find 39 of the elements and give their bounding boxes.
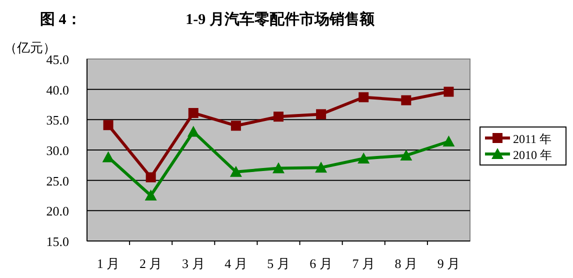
legend-label: 2010 年: [513, 148, 552, 162]
x-tick-label: 6 月: [310, 256, 332, 271]
point: [316, 109, 326, 120]
y-axis-title: （亿元）: [4, 40, 56, 55]
y-tick-label: 20.0: [46, 204, 69, 219]
point: [272, 162, 284, 174]
y-tick-label: 35.0: [46, 112, 69, 128]
point: [187, 126, 200, 137]
y-tick-label: 15.0: [46, 234, 69, 249]
point: [102, 151, 114, 162]
chart-subtitle: 1-9 月汽车零配件市场销售额: [186, 10, 376, 28]
point: [146, 172, 156, 182]
point: [230, 166, 242, 177]
legend-label: 2011 年: [513, 132, 552, 146]
point: [401, 95, 412, 106]
y-tick-label: 30.0: [46, 143, 69, 158]
point: [400, 149, 412, 160]
x-tick-label: 3 月: [182, 256, 205, 271]
x-tick-label: 8 月: [394, 256, 418, 271]
point: [274, 112, 284, 122]
x-tick-label: 2 月: [139, 256, 162, 271]
point: [103, 120, 114, 130]
x-tick-label: 7 月: [352, 256, 375, 271]
point: [442, 136, 455, 147]
point: [444, 86, 454, 97]
point: [358, 92, 369, 102]
point: [188, 108, 198, 118]
y-tick-label: 45.0: [46, 52, 69, 67]
x-tick-label: 9 月: [437, 256, 460, 271]
point: [144, 190, 157, 200]
y-tick-label: 25.0: [46, 173, 69, 188]
x-tick-label: 4 月: [224, 256, 248, 271]
point: [230, 120, 241, 131]
x-tick-label: 5 月: [267, 256, 290, 271]
chart-title: 图 4：: [40, 12, 82, 28]
x-tick-label: 1 月: [96, 256, 120, 271]
point: [358, 152, 370, 164]
point: [315, 162, 328, 173]
y-tick-label: 40.0: [46, 82, 69, 98]
